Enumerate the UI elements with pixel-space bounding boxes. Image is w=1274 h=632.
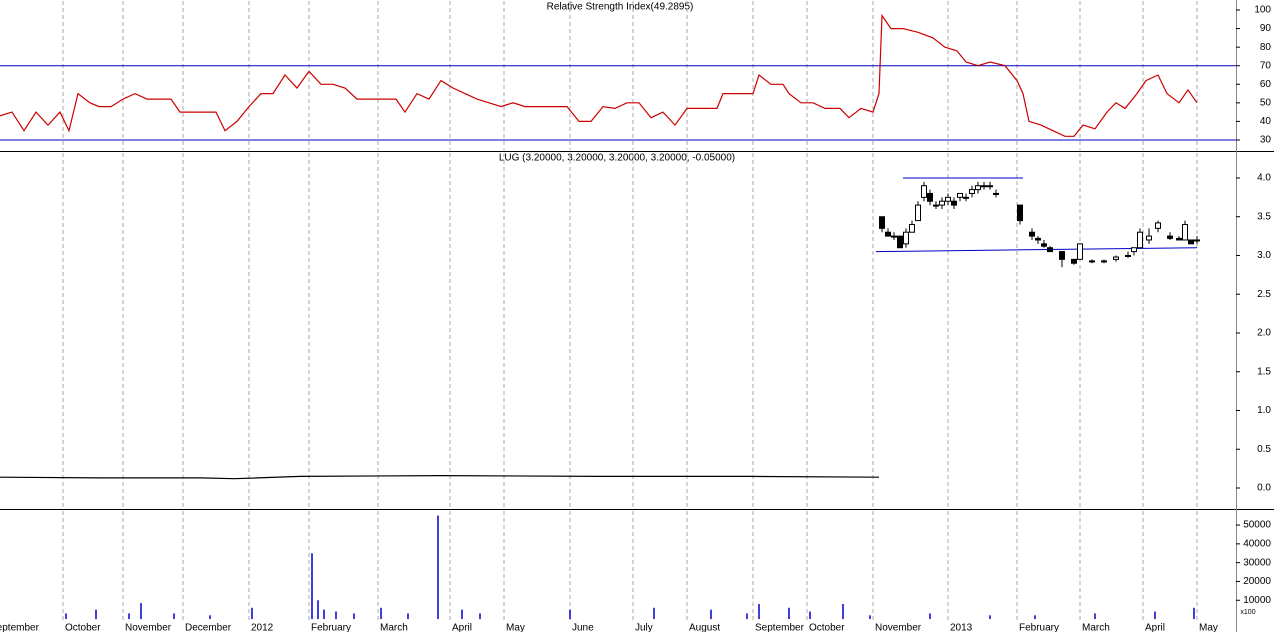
candle-body: [897, 235, 903, 249]
y-tick-label: 1.0: [1257, 405, 1271, 416]
candle-body: [1101, 260, 1107, 263]
candle-body: [933, 204, 939, 207]
candle-body: [927, 192, 933, 202]
unit-label: x100: [1240, 609, 1255, 616]
price-title: LUG (3.20000, 3.20000, 3.20000, 3.20000,…: [499, 153, 735, 164]
x-tick-label: August: [689, 623, 720, 632]
y-tick-label: 10000: [1243, 595, 1271, 606]
candle-body: [1131, 247, 1137, 253]
candle-body: [891, 235, 897, 238]
x-tick-label: October: [809, 623, 845, 632]
x-tick-label: November: [125, 623, 172, 632]
candle-body: [1125, 254, 1131, 257]
candle-body: [1188, 239, 1194, 245]
candle-body: [1182, 223, 1188, 241]
x-tick-label: May: [1199, 623, 1218, 632]
candle-body: [1047, 247, 1053, 253]
y-tick-label: 20000: [1243, 576, 1271, 587]
candle-body: [1017, 204, 1023, 222]
candle-body: [987, 185, 993, 188]
x-tick-label: September: [0, 623, 40, 632]
candle-body: [1059, 251, 1065, 260]
candle-body: [969, 189, 975, 194]
x-tick-label: September: [755, 623, 805, 632]
y-tick-label: 50000: [1243, 520, 1271, 531]
candle-body: [993, 192, 999, 195]
y-tick-label: 80: [1260, 42, 1272, 53]
candle-body: [951, 200, 957, 206]
candle-body: [1176, 237, 1182, 241]
trendline: [875, 247, 1198, 253]
candle-body: [903, 231, 909, 245]
x-tick-label: June: [572, 623, 594, 632]
x-tick-label: 2012: [251, 623, 274, 632]
candle-body: [945, 196, 951, 202]
price-line: [0, 474, 880, 480]
x-tick-label: March: [1082, 623, 1110, 632]
candle-body: [1029, 231, 1035, 237]
candle-body: [1113, 256, 1119, 260]
x-tick-label: February: [1019, 623, 1059, 632]
candle-body: [981, 185, 987, 188]
x-tick-label: December: [185, 623, 232, 632]
y-tick-label: 40000: [1243, 538, 1271, 549]
candle-body: [879, 216, 885, 229]
candle-body: [921, 185, 927, 198]
y-tick-label: 2.0: [1257, 328, 1271, 339]
x-tick-label: February: [311, 623, 351, 632]
candle-body: [1071, 258, 1077, 264]
x-tick-label: April: [452, 623, 472, 632]
candle-body: [1194, 239, 1200, 242]
y-tick-label: 0.5: [1257, 444, 1271, 455]
candle-body: [1167, 235, 1173, 239]
y-tick-label: 1.5: [1257, 366, 1271, 377]
x-tick-label: March: [380, 623, 408, 632]
y-tick-label: 3.0: [1257, 250, 1271, 261]
candle-body: [1146, 235, 1152, 241]
y-tick-label: 50: [1260, 97, 1272, 108]
candle-body: [1155, 222, 1161, 229]
candle-body: [1035, 237, 1041, 241]
x-tick-label: May: [506, 623, 525, 632]
y-tick-label: 4.0: [1257, 173, 1271, 184]
y-tick-label: 2.5: [1257, 289, 1271, 300]
y-tick-label: 60: [1260, 79, 1272, 90]
candle-body: [963, 196, 969, 199]
rsi-title: Relative Strength Index(49.2895): [547, 2, 694, 13]
y-tick-label: 0.0: [1257, 483, 1271, 494]
candle-body: [1077, 243, 1083, 260]
candle-body: [1041, 243, 1047, 247]
x-tick-label: April: [1145, 623, 1165, 632]
x-tick-label: 2013: [950, 623, 973, 632]
y-tick-label: 3.5: [1257, 211, 1271, 222]
y-tick-label: 70: [1260, 60, 1272, 71]
candle-body: [885, 231, 891, 237]
candle-body: [1137, 231, 1143, 249]
y-tick-label: 100: [1254, 5, 1271, 16]
x-tick-label: November: [875, 623, 922, 632]
candle-body: [975, 185, 981, 191]
rsi-line: [0, 13, 1198, 137]
x-tick-label: July: [635, 623, 653, 632]
candle-body: [939, 200, 945, 206]
candle-body: [957, 192, 963, 198]
candle-body: [909, 223, 915, 233]
candle-body: [915, 204, 921, 222]
x-tick-label: October: [65, 623, 101, 632]
y-tick-label: 40: [1260, 116, 1272, 127]
y-tick-label: 30: [1260, 135, 1272, 146]
candle-body: [1089, 260, 1095, 263]
y-tick-label: 30000: [1243, 557, 1271, 568]
y-tick-label: 90: [1260, 23, 1272, 34]
